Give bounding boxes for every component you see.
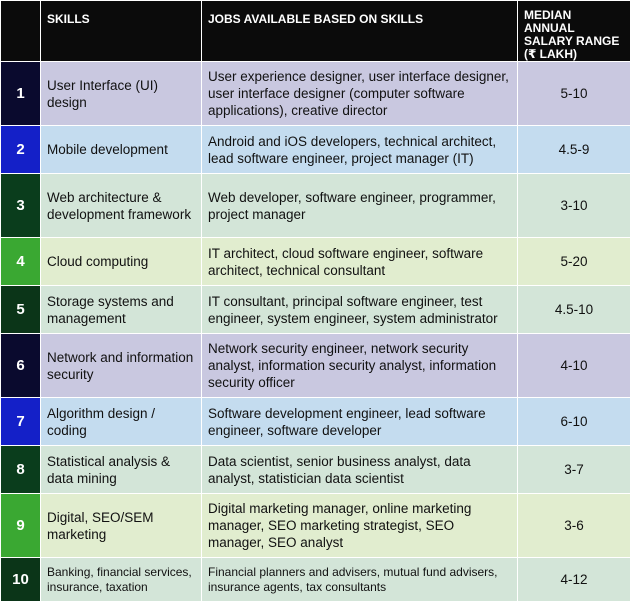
row-jobs: IT architect, cloud software engineer, s… (201, 237, 518, 286)
header-salary-line1: MEDIAN ANNUAL (524, 8, 575, 35)
row-skill: Web architecture & development framework (40, 173, 202, 238)
table-header-row: SKILLS JOBS AVAILABLE BASED ON SKILLS ME… (0, 0, 630, 62)
row-salary: 3-6 (517, 493, 630, 558)
row-skill: User Interface (UI) design (40, 61, 202, 126)
header-number-cell (0, 0, 41, 62)
row-salary: 3-10 (517, 173, 630, 238)
row-number: 1 (0, 61, 41, 126)
row-number: 4 (0, 237, 41, 286)
row-skill: Cloud computing (40, 237, 202, 286)
row-skill: Statistical analysis & data mining (40, 445, 202, 494)
table-row: 9 Digital, SEO/SEM marketing Digital marke… (0, 493, 630, 558)
header-skills: SKILLS (40, 0, 202, 62)
row-salary: 4-12 (517, 557, 630, 602)
row-skill: Algorithm design / coding (40, 397, 202, 446)
table-row: 10 Banking, financial services, insurance… (0, 557, 630, 602)
row-jobs: Android and iOS developers, technical ar… (201, 125, 518, 174)
row-skill: Mobile development (40, 125, 202, 174)
table-row: 8 Statistical analysis & data mining Data … (0, 445, 630, 494)
header-salary-line2: SALARY RANGE (524, 34, 620, 48)
header-salary-line3: (₹ LAKH) (524, 47, 578, 61)
row-number: 3 (0, 173, 41, 238)
row-jobs: Digital marketing manager, online market… (201, 493, 518, 558)
table-row: 7 Algorithm design / coding Software devel… (0, 397, 630, 446)
header-salary: MEDIAN ANNUAL SALARY RANGE (₹ LAKH) (517, 0, 630, 62)
row-number: 10 (0, 557, 41, 602)
row-salary: 5-10 (517, 61, 630, 126)
table-row: 6 Network and information security Network… (0, 333, 630, 398)
row-jobs: Data scientist, senior business analyst,… (201, 445, 518, 494)
row-salary: 5-20 (517, 237, 630, 286)
table-row: 5 Storage systems and management IT consul… (0, 285, 630, 334)
row-number: 5 (0, 285, 41, 334)
row-salary: 4-10 (517, 333, 630, 398)
row-jobs: Network security engineer, network secur… (201, 333, 518, 398)
table-row: 1 User Interface (UI) design User experien… (0, 61, 630, 126)
table-row: 4 Cloud computing IT architect, cloud soft… (0, 237, 630, 286)
row-salary: 4.5-9 (517, 125, 630, 174)
table-row: 3 Web architecture & development framewor… (0, 173, 630, 238)
row-jobs: Financial planners and advisers, mutual … (201, 557, 518, 602)
row-jobs: User experience designer, user interface… (201, 61, 518, 126)
row-number: 6 (0, 333, 41, 398)
row-salary: 6-10 (517, 397, 630, 446)
row-number: 2 (0, 125, 41, 174)
row-jobs: Software development engineer, lead soft… (201, 397, 518, 446)
header-jobs: JOBS AVAILABLE BASED ON SKILLS (201, 0, 518, 62)
row-skill: Storage systems and management (40, 285, 202, 334)
row-skill: Digital, SEO/SEM marketing (40, 493, 202, 558)
row-number: 8 (0, 445, 41, 494)
row-skill: Banking, financial services, insurance, … (40, 557, 202, 602)
row-number: 9 (0, 493, 41, 558)
row-skill: Network and information security (40, 333, 202, 398)
row-salary: 4.5-10 (517, 285, 630, 334)
row-number: 7 (0, 397, 41, 446)
table-row: 2 Mobile development Android and iOS devel… (0, 125, 630, 174)
row-jobs: Web developer, software engineer, progra… (201, 173, 518, 238)
row-salary: 3-7 (517, 445, 630, 494)
row-jobs: IT consultant, principal software engine… (201, 285, 518, 334)
